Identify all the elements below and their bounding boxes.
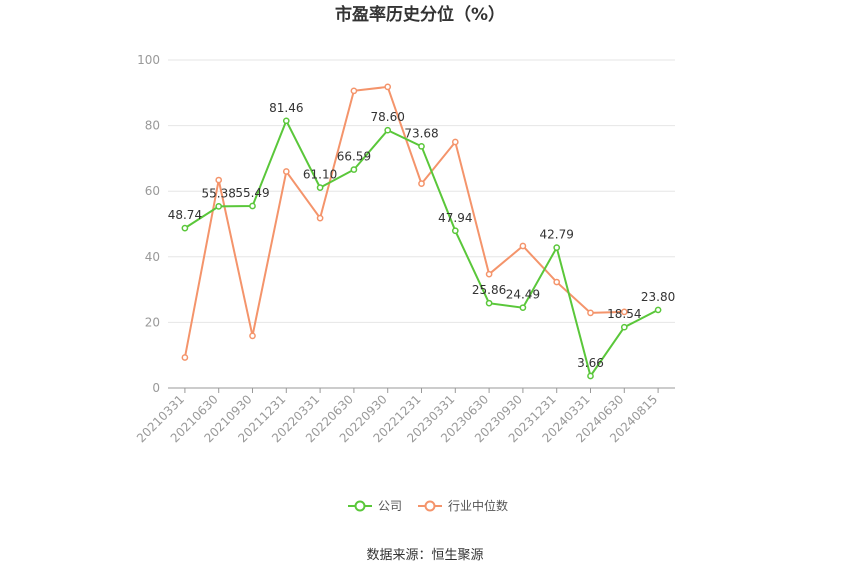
data-point [249,332,256,340]
data-label: 81.46 [269,101,303,115]
data-point [418,142,425,150]
data-point [181,354,189,361]
data-point [215,176,223,184]
data-point [485,299,493,307]
data-point [249,202,256,210]
data-point [485,270,493,278]
data-label: 66.59 [337,150,371,164]
y-tick-label: 100 [137,53,160,67]
data-point [451,227,459,235]
data-point [316,214,324,222]
x-axis: 2021033120210630202109302021123120220331… [134,387,675,445]
y-tick-label: 60 [145,184,160,198]
data-label: 55.49 [235,186,269,200]
y-tick-label: 80 [145,119,160,133]
data-point [282,117,290,125]
data-point [316,184,324,191]
data-label: 42.79 [540,228,574,242]
data-point [519,242,527,250]
y-tick-label: 20 [145,315,160,329]
data-source: 数据来源：恒生聚源 [366,548,483,563]
data-label: 24.49 [506,288,540,302]
data-label: 55.38 [202,186,236,200]
data-label: 47.94 [438,211,472,225]
data-point [620,323,628,331]
y-tick-label: 40 [145,250,160,264]
data-label: 78.60 [371,110,405,124]
legend-item[interactable]: 行业中位数 [418,498,508,513]
data-point [181,224,189,232]
data-point [418,180,425,188]
data-point [215,203,223,210]
data-point [384,126,392,134]
data-point [451,138,459,146]
data-label: 23.80 [641,290,675,304]
legend-label: 行业中位数 [448,498,508,513]
data-point [553,244,561,251]
series-line [183,85,625,358]
legend-swatch-marker [424,500,436,512]
data-point [350,87,358,95]
data-label: 61.10 [303,168,337,182]
data-label: 18.54 [607,307,641,321]
grid [168,59,675,323]
y-tick-label: 0 [152,381,160,395]
legend-swatch-marker [354,500,366,512]
series-line [184,118,659,379]
data-point [384,83,392,91]
data-point [553,278,561,286]
data-label: 73.68 [404,126,438,140]
data-point [587,309,594,317]
data-label: 25.86 [472,283,506,297]
legend[interactable]: 公司 行业中位数 [348,498,508,513]
data-label: 3.66 [577,356,604,370]
data-point [350,166,358,173]
data-point [654,306,662,314]
legend-item[interactable]: 公司 [348,499,402,513]
data-point [587,372,594,380]
data-label: 48.74 [168,208,202,222]
data-point [282,168,290,175]
series-layer [181,83,662,380]
data-point [620,308,628,316]
legend-label: 公司 [378,499,402,513]
chart-title: 市盈率历史分位（%） [335,4,505,25]
data-point [519,304,527,312]
y-axis: 0 20 40 60 80 100 [137,53,160,395]
